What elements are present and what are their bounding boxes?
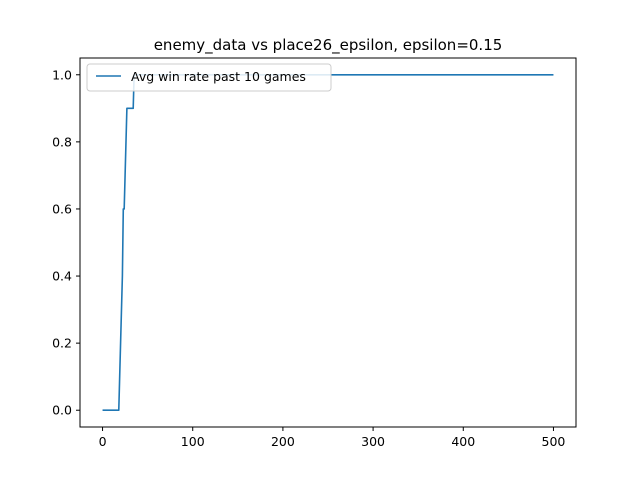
- x-tick-label: 0: [99, 434, 107, 449]
- y-axis-ticks: 0.0 0.2 0.4 0.6 0.8 1.0: [52, 67, 80, 418]
- plot-area: [79, 57, 577, 428]
- legend: Avg win rate past 10 games: [86, 63, 332, 92]
- chart-title: enemy_data vs place26_epsilon, epsilon=0…: [154, 36, 503, 55]
- y-tick-label: 0.8: [52, 134, 72, 149]
- x-tick-label: 400: [451, 434, 475, 449]
- y-tick-label: 0.4: [52, 269, 72, 284]
- y-tick-label: 1.0: [52, 67, 72, 82]
- x-axis-ticks: 0 100 200 300 400 500: [99, 427, 566, 449]
- x-tick-label: 500: [542, 434, 566, 449]
- x-tick-label: 200: [271, 434, 295, 449]
- x-tick-label: 100: [181, 434, 205, 449]
- y-tick-label: 0.6: [52, 201, 72, 216]
- x-tick-label: 300: [361, 434, 385, 449]
- y-tick-label: 0.2: [52, 336, 72, 351]
- axes-frame: [79, 57, 577, 428]
- legend-box: [86, 63, 332, 92]
- y-tick-label: 0.0: [52, 403, 72, 418]
- legend-label-win-rate: Avg win rate past 10 games: [131, 69, 306, 84]
